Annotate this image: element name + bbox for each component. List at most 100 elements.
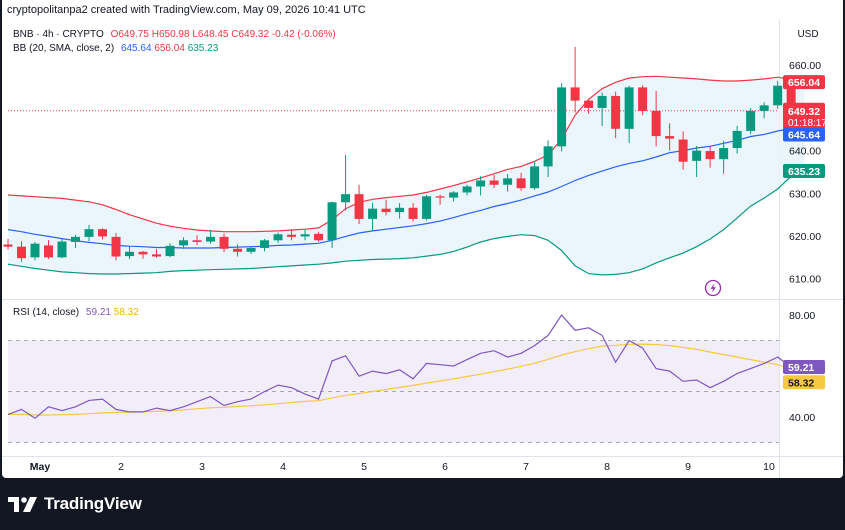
candle-body <box>543 146 553 167</box>
time-tick-label: 5 <box>361 461 367 473</box>
candle-body <box>368 208 378 219</box>
bb-lower-badge-bg <box>783 163 825 178</box>
rsi-value: 59.21 <box>85 307 111 318</box>
candle-body <box>44 245 54 258</box>
candle-body <box>489 180 499 185</box>
candle-body <box>719 148 729 160</box>
candle-body <box>260 240 270 248</box>
high-value: H650.98 <box>151 29 190 40</box>
candle-body <box>71 236 81 242</box>
candle-body <box>206 236 216 242</box>
price-tick-label: 660.00 <box>789 60 821 72</box>
candle-body <box>300 234 310 237</box>
time-tick-label: 8 <box>604 461 610 473</box>
bb-lower-badge: 635.23 <box>788 166 820 178</box>
rsi-label[interactable]: RSI (14, close) <box>13 307 80 318</box>
bb-upper-value: 656.04 <box>154 43 185 54</box>
candle-body <box>678 139 688 162</box>
candle-body <box>233 248 243 252</box>
price-tick-label: 640.00 <box>789 146 821 158</box>
bb-lower-value: 635.23 <box>187 43 219 54</box>
bb-basis-badge-bg <box>783 127 825 142</box>
candle-body <box>395 207 405 213</box>
candle-body <box>17 246 27 259</box>
candle-body <box>30 243 40 258</box>
candle-body <box>219 236 229 249</box>
candle-body <box>516 178 526 189</box>
brand-name: TradingView <box>44 494 142 513</box>
candle-body <box>732 130 742 149</box>
candle-body <box>152 254 162 257</box>
candle-body <box>435 196 445 198</box>
rsi-line <box>7 314 805 420</box>
candle-body <box>354 194 364 219</box>
candle-body <box>192 240 202 242</box>
candle-body <box>530 166 540 189</box>
rsi-legend: RSI (14, close) 59.21 58.32 <box>13 306 139 320</box>
candle-body <box>705 151 715 160</box>
candle-body <box>408 207 418 219</box>
open-value: O649.75 <box>110 29 149 40</box>
candle-body <box>165 245 175 257</box>
candle-body <box>557 87 567 147</box>
candle-body <box>462 186 472 193</box>
chart-canvas[interactable]: 610.00620.00630.00640.00650.00660.0040.0… <box>0 0 845 478</box>
candle-body <box>597 95 607 108</box>
bb-basis-badge: 645.64 <box>788 130 820 142</box>
candle-body <box>287 234 297 237</box>
symbol-label[interactable]: BNB · 4h · CRYPTO <box>13 29 104 40</box>
low-value: L648.45 <box>192 29 229 40</box>
candle-body <box>665 136 675 139</box>
bb-lower-line <box>7 170 805 276</box>
time-tick-label: May <box>30 461 51 473</box>
time-tick-label: 10 <box>763 461 775 473</box>
currency-button[interactable]: USD <box>783 25 833 45</box>
candle-body <box>503 178 513 185</box>
bb-basis-value: 645.64 <box>120 43 152 54</box>
bb-label[interactable]: BB (20, SMA, close, 2) <box>13 43 115 54</box>
bb-upper-line <box>7 75 805 233</box>
time-tick-label: 4 <box>280 461 286 473</box>
candle-body <box>786 85 796 105</box>
rsi-tick-label: 80.00 <box>789 310 815 322</box>
candle-body <box>773 85 783 106</box>
candle-body <box>611 95 621 129</box>
candle-body <box>449 192 459 198</box>
time-tick-label: 3 <box>199 461 205 473</box>
candle-body <box>125 251 135 257</box>
candle-body <box>179 240 189 246</box>
rsi-badge: 59.21 <box>788 362 814 374</box>
last-price-badge: 649.32 <box>788 106 820 118</box>
candle-body <box>3 244 13 247</box>
candle-body <box>273 234 283 241</box>
bb-upper-badge: 656.04 <box>788 77 820 89</box>
candle-body <box>624 87 634 129</box>
rsi-ma-badge-bg <box>783 375 825 390</box>
rsi-ma-value: 58.32 <box>113 307 139 318</box>
lightning-icon[interactable] <box>704 279 722 297</box>
candle-body <box>57 241 67 258</box>
created-by-header: cryptopolitanpa2 created with TradingVie… <box>7 4 366 16</box>
bb-basis-line <box>7 125 805 249</box>
bb-upper-badge-bg <box>783 75 825 90</box>
candle-body <box>314 233 324 241</box>
candle-body <box>98 229 108 237</box>
candle-countdown: 01:18:17 <box>788 118 827 129</box>
candle-body <box>422 196 432 219</box>
change-value: -0.42 (-0.06%) <box>271 29 336 40</box>
candle-body <box>341 194 351 203</box>
candle-body <box>746 110 756 131</box>
price-tick-label: 610.00 <box>789 274 821 286</box>
tradingview-logo[interactable]: TradingView <box>8 493 142 515</box>
candle-body <box>138 251 148 255</box>
bb-legend: BB (20, SMA, close, 2) 645.64 656.04 635… <box>13 42 218 56</box>
candle-body <box>381 208 391 213</box>
last-price-badge-bg <box>783 102 825 129</box>
candle-body <box>111 236 121 257</box>
rsi-badge-bg <box>783 360 825 375</box>
time-tick-label: 9 <box>685 461 691 473</box>
candle-body <box>570 87 580 101</box>
candle-body <box>84 229 94 237</box>
candle-body <box>759 105 769 111</box>
price-tick-label: 630.00 <box>789 188 821 200</box>
